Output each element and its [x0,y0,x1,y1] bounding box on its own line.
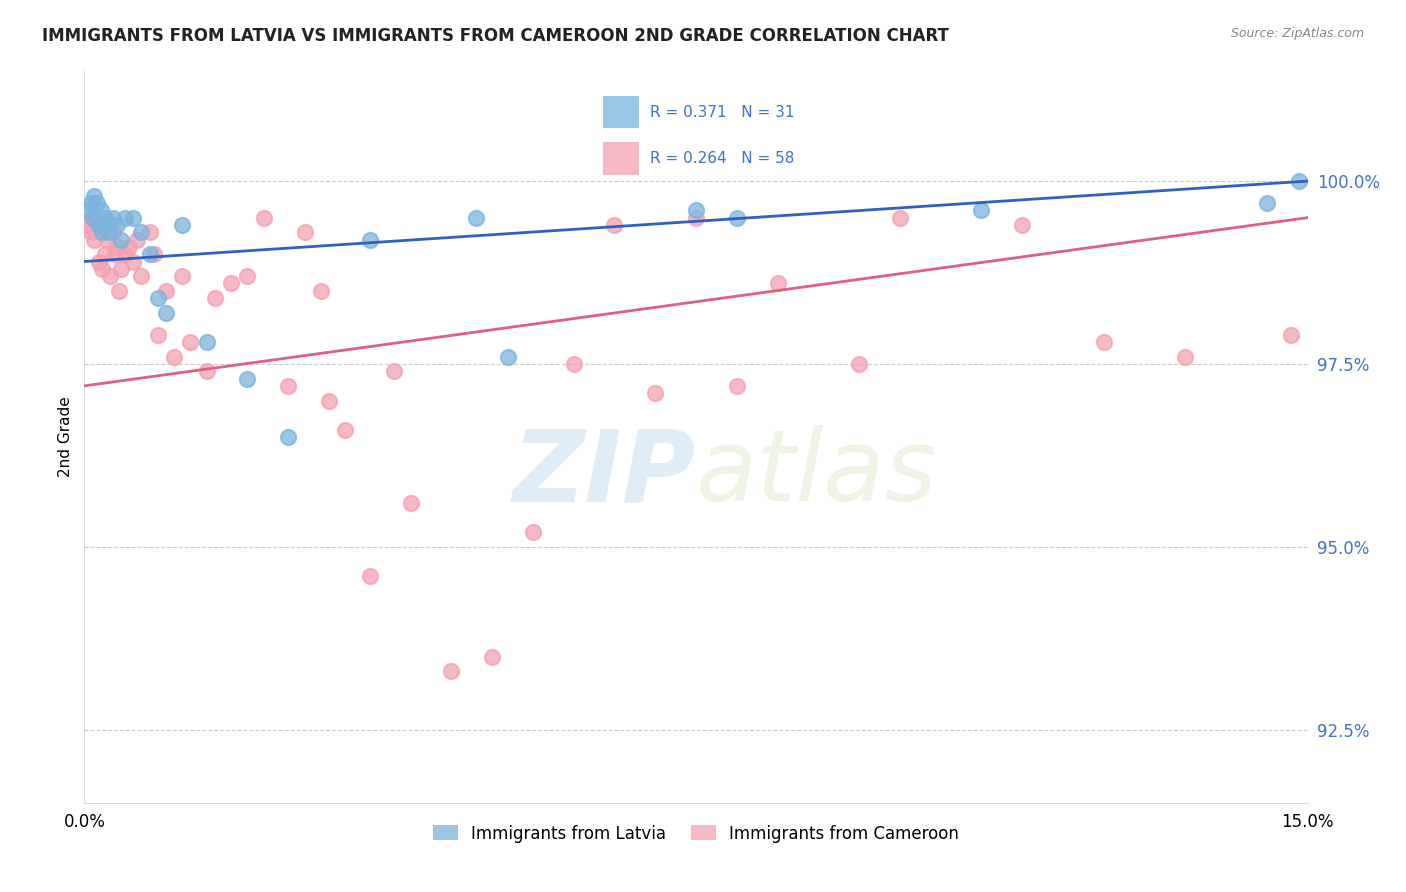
Point [685,203,707,218]
Legend: Immigrants from Latvia, Immigrants from Cameroon: Immigrants from Latvia, Immigrants from … [426,818,966,849]
Point [277,379,299,393]
Point [77,203,100,218]
Point [131,269,153,284]
Point [725,211,748,225]
Point [131,225,153,239]
Point [122,254,145,268]
Point [86,196,108,211]
Point [86,218,108,232]
Point [195,334,218,349]
Point [1279,327,1302,342]
Point [83,233,105,247]
Point [101,211,124,225]
Point [83,188,105,202]
Point [142,247,165,261]
Point [889,211,911,225]
Point [114,247,136,261]
Point [498,350,520,364]
Point [82,211,104,225]
Point [277,430,299,444]
Point [93,247,115,261]
Point [1174,350,1197,364]
Point [138,247,160,261]
Point [309,284,332,298]
Point [104,247,127,261]
Point [236,371,259,385]
Point [100,269,122,284]
Point [725,379,748,393]
Point [179,334,201,349]
Point [562,357,585,371]
Point [97,225,120,239]
Point [80,225,103,239]
Point [105,240,128,254]
Point [87,218,110,232]
Point [163,350,186,364]
Point [122,211,145,225]
Point [172,218,194,232]
Point [127,233,149,247]
Point [146,327,169,342]
Point [766,277,789,291]
Point [107,284,129,298]
Point [236,269,259,284]
Point [359,569,381,583]
Y-axis label: 2nd Grade: 2nd Grade [58,397,73,477]
Point [1011,218,1033,232]
Point [79,211,101,225]
Point [382,364,405,378]
Point [603,218,626,232]
Point [359,233,381,247]
Point [1092,334,1115,349]
Point [90,225,112,239]
Point [96,233,118,247]
Point [146,291,169,305]
Point [91,225,114,239]
Text: atlas: atlas [696,425,938,522]
Point [848,357,870,371]
Point [335,423,357,437]
Point [91,261,114,276]
Point [155,284,177,298]
Point [114,211,136,225]
Point [399,496,422,510]
Text: IMMIGRANTS FROM LATVIA VS IMMIGRANTS FROM CAMEROON 2ND GRADE CORRELATION CHART: IMMIGRANTS FROM LATVIA VS IMMIGRANTS FRO… [42,27,949,45]
Point [219,277,242,291]
Point [82,211,104,225]
Point [90,203,112,218]
Point [101,225,124,239]
Point [644,386,666,401]
Point [105,218,128,232]
Point [440,664,463,678]
Point [481,649,503,664]
Point [97,218,120,232]
Point [77,218,100,232]
Point [294,225,316,239]
Point [138,225,160,239]
Point [1288,174,1310,188]
Point [685,211,707,225]
Point [522,525,544,540]
Point [970,203,993,218]
Point [118,240,141,254]
Point [464,211,486,225]
Point [93,211,115,225]
Point [110,233,132,247]
Point [195,364,218,378]
Text: ZIP: ZIP [513,425,696,522]
Point [204,291,226,305]
Point [1256,196,1278,211]
Point [253,211,276,225]
Point [87,254,110,268]
Point [172,269,194,284]
Point [110,261,132,276]
Point [80,196,103,211]
Point [318,393,340,408]
Point [155,306,177,320]
Text: Source: ZipAtlas.com: Source: ZipAtlas.com [1230,27,1364,40]
